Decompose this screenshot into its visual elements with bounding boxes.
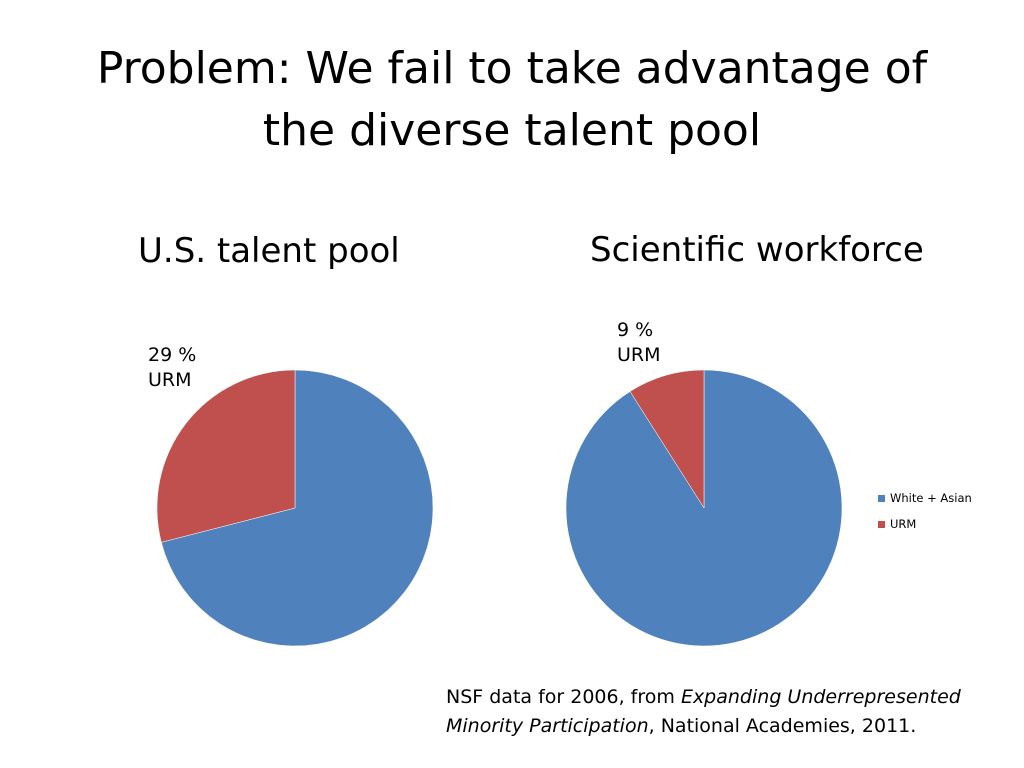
slide-title: Problem: We fail to take advantage of th…	[40, 38, 984, 162]
urm-callout-right: 9 % URM	[617, 318, 661, 368]
urm-percent-label-right: 9 %	[617, 319, 654, 341]
source-suffix: , National Academies, 2011.	[648, 715, 917, 737]
chart-title-scientific-workforce: Scientific workforce	[590, 230, 924, 270]
source-note: NSF data for 2006, from Expanding Underr…	[446, 683, 1016, 741]
legend-item-urm: URM	[878, 517, 972, 531]
slide-title-line-1: Problem: We fail to take advantage of	[96, 43, 928, 94]
pie-slice-urm	[156, 369, 296, 543]
urm-text-label-left: URM	[148, 369, 192, 391]
pie-slice-white-asian	[565, 369, 843, 647]
urm-percent-label-left: 29 %	[148, 344, 197, 366]
pie-chart-us-talent-pool	[156, 369, 434, 647]
slide-title-line-2: the diverse talent pool	[262, 105, 762, 156]
pie-chart-scientific-workforce	[565, 369, 843, 647]
legend-item-white-asian: White + Asian	[878, 491, 972, 505]
legend-swatch-urm	[878, 520, 885, 528]
urm-callout-left: 29 % URM	[148, 343, 196, 393]
pie-slice-urm	[629, 369, 705, 509]
legend-swatch-white-asian	[878, 494, 885, 502]
source-italic-title-1: Expanding Underrepresented	[680, 686, 961, 708]
chart-title-us-talent-pool: U.S. talent pool	[138, 231, 400, 271]
source-prefix: NSF data for 2006, from	[446, 686, 681, 708]
chart-legend: White + Asian URM	[878, 491, 972, 543]
urm-text-label-right: URM	[617, 344, 661, 366]
legend-label-white-asian: White + Asian	[890, 491, 972, 505]
legend-label-urm: URM	[890, 517, 917, 531]
source-italic-title-2: Minority Participation	[446, 715, 649, 737]
pie-slice-white-asian	[161, 369, 434, 647]
